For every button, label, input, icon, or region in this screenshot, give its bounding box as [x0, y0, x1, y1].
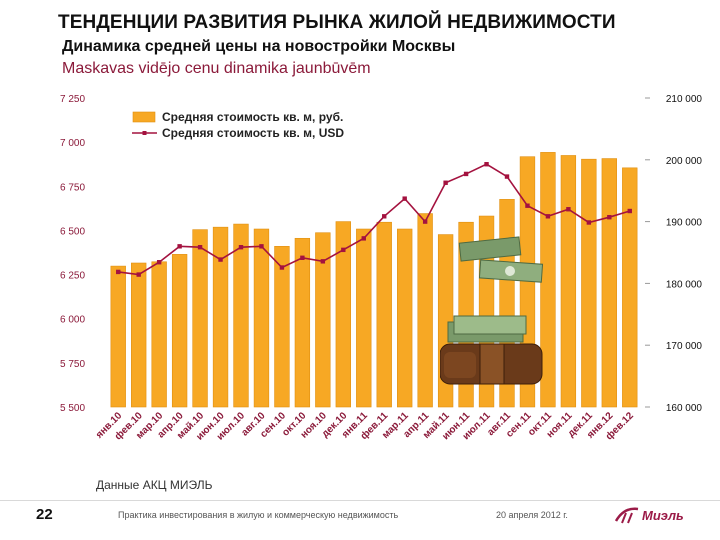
bar-rub-15 — [417, 213, 433, 408]
point-usd-24 — [607, 214, 612, 220]
y-right-tick-label: 170 000 — [666, 341, 703, 352]
price-chart: 7 250 7 000 6 750 6 500 6 250 6 000 5 750 5 500… — [60, 94, 703, 443]
point-usd-0 — [116, 269, 121, 275]
bar-rub-2 — [151, 261, 167, 408]
legend-line-marker — [142, 131, 147, 135]
dollar-bill-icon — [447, 236, 544, 343]
point-usd-9 — [300, 255, 305, 260]
bar-rub-1 — [131, 262, 147, 408]
y-left-tick-label: 7 250 — [60, 94, 85, 105]
bar-rub-24 — [601, 158, 617, 408]
y-right-tick-label: 210 000 — [666, 94, 703, 105]
footer-caption: Практика инвестирования в жилую и коммер… — [118, 510, 399, 520]
y-left-tick-label: 6 000 — [60, 315, 85, 326]
point-usd-2 — [156, 260, 162, 265]
page-number: 22 — [36, 506, 53, 523]
point-usd-4 — [197, 245, 203, 250]
bar-rub-6 — [233, 223, 249, 408]
y-left-tick-label: 6 500 — [60, 226, 85, 237]
bar-rub-23 — [581, 158, 597, 408]
page-title: ТЕНДЕНЦИИ РАЗВИТИЯ РЫНКА ЖИЛОЙ НЕДВИЖИМО… — [58, 12, 616, 33]
bar-rub-11 — [335, 221, 351, 408]
data-source: Данные АКЦ МИЭЛЬ — [96, 478, 213, 492]
point-usd-12 — [361, 236, 366, 241]
logo-wordmark: Миэль — [642, 507, 684, 523]
point-usd-17 — [463, 171, 469, 177]
point-usd-6 — [238, 245, 244, 250]
legend-label-usd: Средняя стоимость кв. м, USD — [162, 126, 344, 140]
footer-date: 20 апреля 2012 г. — [496, 510, 568, 520]
point-usd-20 — [525, 203, 530, 208]
bar-rub-22 — [560, 155, 577, 408]
line-usd — [118, 163, 631, 276]
bar-rub-10 — [315, 232, 331, 408]
subtitle-russian: Динамика средней цены на новостройки Мос… — [62, 38, 456, 55]
footer-divider — [0, 500, 720, 501]
bar-rub-13 — [376, 221, 392, 408]
bar-rub-5 — [212, 226, 229, 408]
subtitle-latvian: Maskavas vidējo cenu dinamika jaunbūvēm — [62, 60, 371, 77]
bar-rub-8 — [274, 246, 290, 408]
point-usd-8 — [279, 265, 285, 270]
point-usd-7 — [259, 244, 264, 249]
legend-bar-swatch — [132, 111, 156, 123]
logo-mark-icon — [614, 507, 639, 524]
money-illustration — [440, 236, 544, 385]
y-left-tick-label: 6 250 — [60, 271, 85, 282]
y-left-tick-label: 5 750 — [60, 359, 85, 370]
bar-rub-14 — [397, 228, 413, 408]
point-usd-1 — [136, 272, 141, 277]
point-usd-15 — [422, 219, 428, 224]
company-logo: Миэль — [614, 505, 684, 525]
point-usd-3 — [177, 244, 182, 249]
y-right-tick-label: 200 000 — [666, 156, 703, 167]
y-left-tick-label: 7 000 — [60, 138, 85, 149]
point-usd-19 — [504, 174, 510, 179]
point-usd-25 — [627, 208, 632, 214]
point-usd-18 — [484, 162, 489, 167]
point-usd-22 — [566, 207, 571, 212]
point-usd-16 — [443, 180, 448, 185]
point-usd-23 — [586, 220, 592, 225]
bar-rub-7 — [253, 228, 270, 408]
bar-rub-4 — [192, 229, 208, 408]
bar-rub-0 — [110, 265, 126, 408]
y-right-tick-label: 190 000 — [666, 218, 703, 229]
point-usd-10 — [320, 259, 326, 264]
point-usd-5 — [218, 257, 223, 262]
point-usd-13 — [382, 214, 387, 219]
bar-rub-9 — [294, 237, 311, 408]
bar-rub-12 — [356, 228, 372, 408]
y-left-tick-label: 6 750 — [60, 182, 85, 193]
legend-label-rub: Средняя стоимость кв. м, руб. — [162, 110, 343, 124]
y-right-tick-label: 180 000 — [666, 279, 703, 290]
y-left-tick-label: 5 500 — [60, 403, 85, 414]
point-usd-14 — [402, 196, 407, 201]
point-usd-11 — [341, 247, 346, 253]
bar-rub-3 — [171, 254, 188, 408]
bar-rub-25 — [622, 167, 638, 408]
point-usd-21 — [545, 214, 551, 219]
y-right-tick-label: 160 000 — [666, 403, 703, 414]
wallet-icon — [440, 343, 543, 385]
